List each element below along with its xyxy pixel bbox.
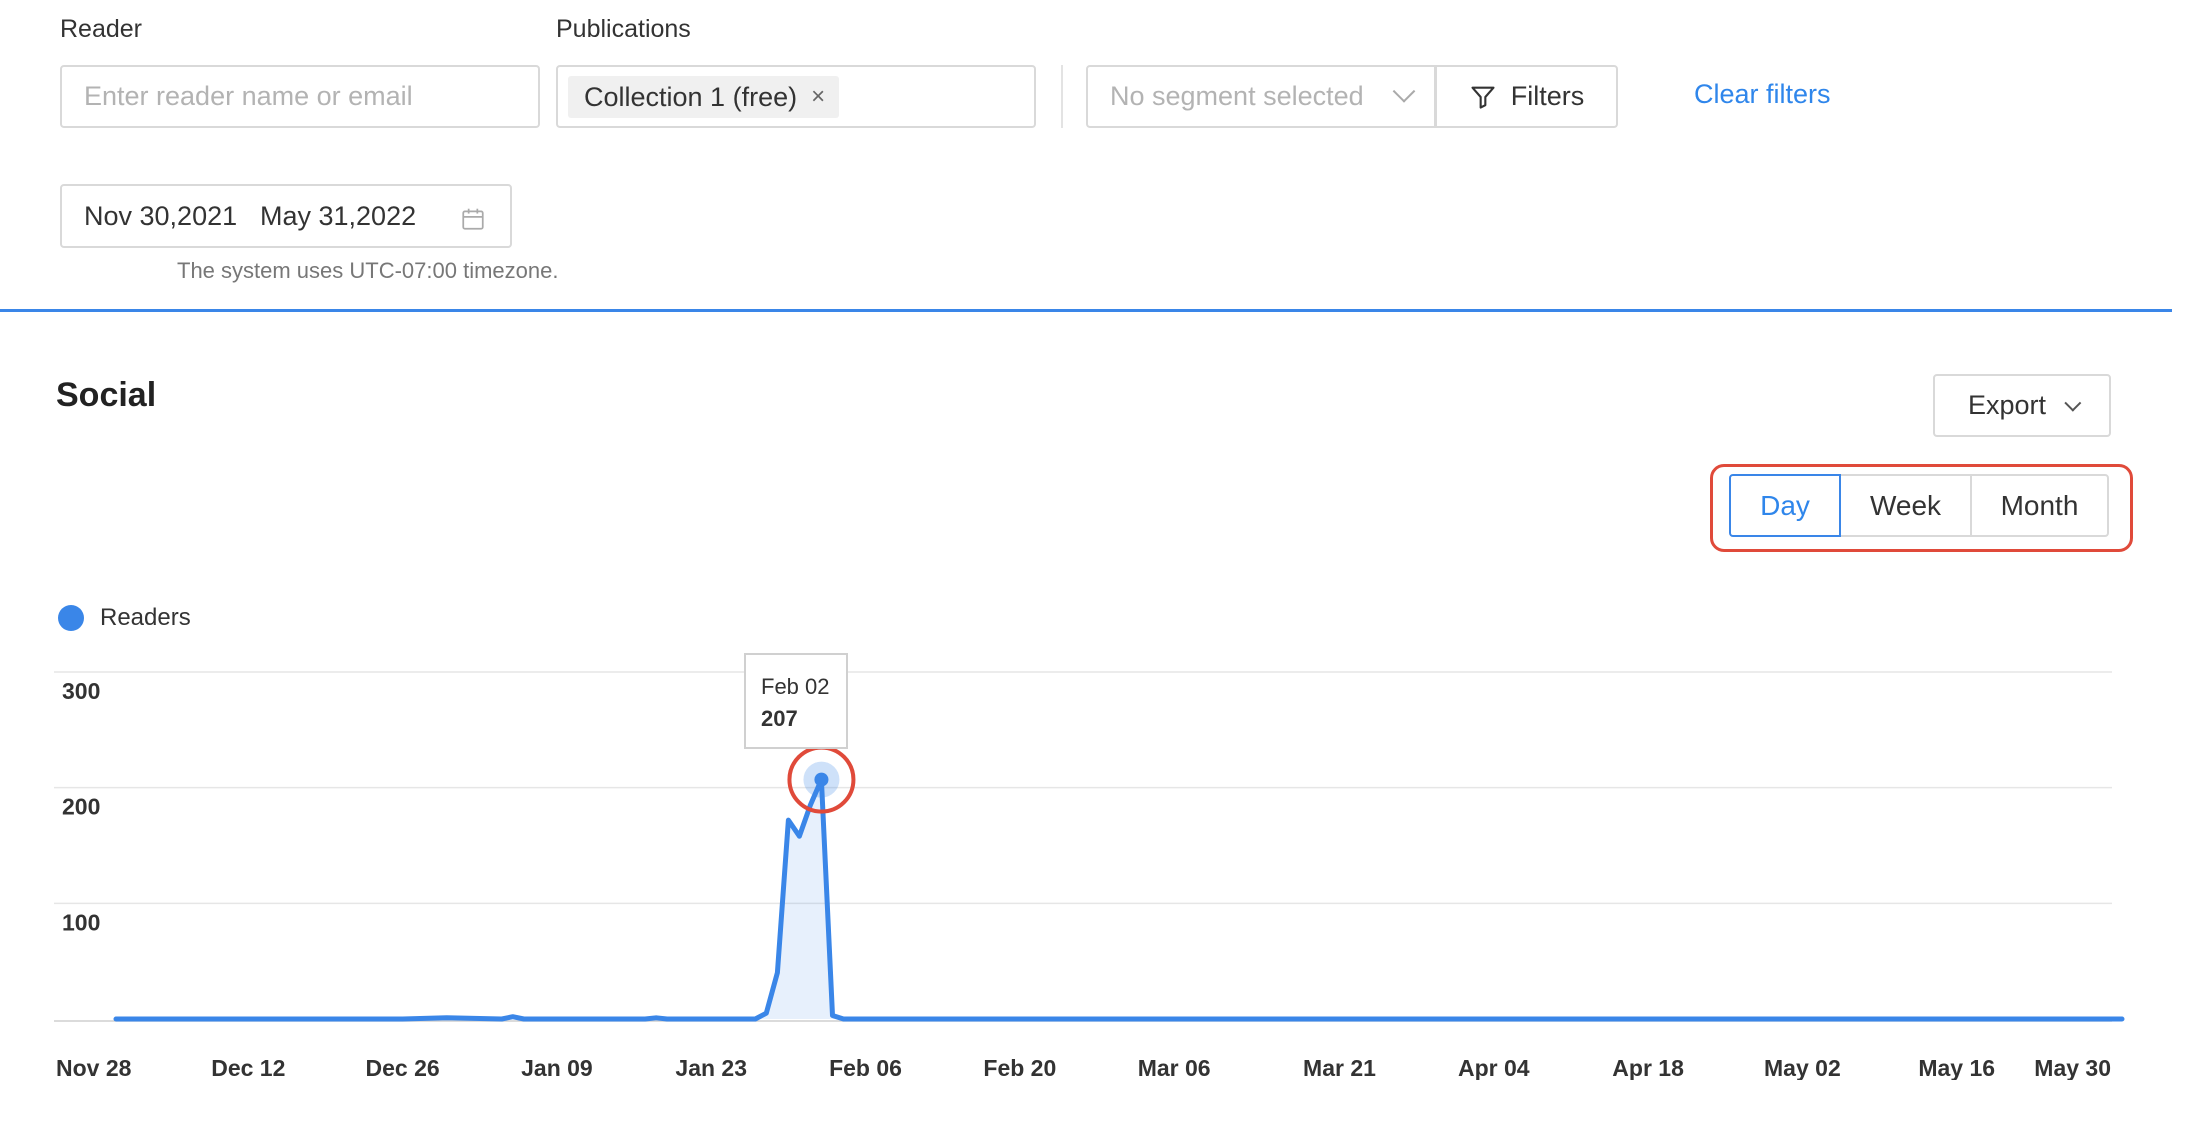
remove-tag-icon[interactable]: × bbox=[811, 83, 826, 110]
filter-icon bbox=[1471, 86, 1495, 109]
y-tick-label: 200 bbox=[62, 794, 100, 820]
chart-tooltip: Feb 02 207 bbox=[744, 653, 848, 749]
x-tick-label: Dec 12 bbox=[211, 1055, 285, 1080]
publication-tag: Collection 1 (free) × bbox=[568, 76, 840, 118]
date-range-picker[interactable]: Nov 30,2021 May 31,2022 bbox=[60, 184, 512, 248]
x-tick-label: Apr 04 bbox=[1458, 1055, 1530, 1080]
x-tick-label: May 16 bbox=[1918, 1055, 1995, 1080]
filter-divider bbox=[1061, 65, 1063, 128]
highlight-point bbox=[814, 772, 829, 787]
period-highlight-outline bbox=[1710, 464, 2133, 552]
chevron-down-icon bbox=[1392, 79, 1416, 103]
x-tick-label: Mar 21 bbox=[1303, 1055, 1376, 1080]
period-week-button[interactable]: Week bbox=[1839, 474, 1972, 537]
date-end[interactable]: May 31,2022 bbox=[260, 200, 417, 231]
reader-search-input[interactable] bbox=[60, 65, 540, 128]
tooltip-value: 207 bbox=[761, 706, 798, 731]
export-button-label: Export bbox=[1967, 390, 2047, 420]
calendar-icon bbox=[462, 208, 484, 230]
legend-label: Readers bbox=[100, 604, 191, 631]
filters-button[interactable]: Filters bbox=[1435, 65, 1618, 128]
date-start[interactable]: Nov 30,2021 bbox=[84, 200, 238, 231]
timezone-note: The system uses UTC-07:00 timezone. bbox=[177, 258, 559, 283]
export-button[interactable]: Export bbox=[1933, 374, 2111, 437]
publications-select[interactable]: Collection 1 (free) × bbox=[556, 65, 1036, 128]
readers-area bbox=[116, 779, 2122, 1019]
section-title: Social bbox=[56, 376, 157, 414]
x-tick-label: Apr 18 bbox=[1612, 1055, 1684, 1080]
readers-line bbox=[113, 777, 2125, 1022]
tooltip-date: Feb 02 bbox=[761, 674, 830, 699]
publication-tag-label: Collection 1 (free) bbox=[584, 81, 798, 112]
section-divider bbox=[0, 309, 2172, 312]
x-tick-label: Dec 26 bbox=[366, 1055, 440, 1080]
reader-label: Reader bbox=[60, 15, 142, 43]
period-day-button[interactable]: Day bbox=[1729, 474, 1841, 537]
filters-button-label: Filters bbox=[1510, 81, 1585, 111]
y-tick-label: 300 bbox=[62, 678, 100, 704]
readers-chart: 100 200 300 Nov 28 Dec 12 Dec 26 Jan 09 Jan 23 F… bbox=[54, 671, 2125, 1080]
clear-filters-link[interactable]: Clear filters bbox=[1694, 79, 1831, 109]
period-month-button[interactable]: Month bbox=[1970, 474, 2109, 537]
x-tick-label: Feb 20 bbox=[983, 1055, 1056, 1080]
chart-legend: Readers bbox=[58, 604, 191, 632]
x-tick-label: May 02 bbox=[1764, 1055, 1841, 1080]
segment-select[interactable]: No segment selected bbox=[1086, 65, 1436, 128]
publications-label: Publications bbox=[556, 15, 691, 43]
y-tick-label: 100 bbox=[62, 909, 100, 935]
x-tick-label: Feb 06 bbox=[829, 1055, 902, 1080]
segment-placeholder: No segment selected bbox=[1110, 81, 1364, 111]
chevron-down-icon bbox=[2064, 394, 2082, 412]
x-tick-label: Mar 06 bbox=[1138, 1055, 1211, 1080]
legend-marker bbox=[58, 605, 84, 631]
x-tick-label: Nov 28 bbox=[56, 1055, 132, 1080]
x-tick-label: May 30 bbox=[2034, 1055, 2111, 1080]
x-tick-label: Jan 09 bbox=[521, 1055, 593, 1080]
x-tick-label: Jan 23 bbox=[675, 1055, 747, 1080]
period-toggle: Day Week Month bbox=[1729, 474, 2109, 537]
